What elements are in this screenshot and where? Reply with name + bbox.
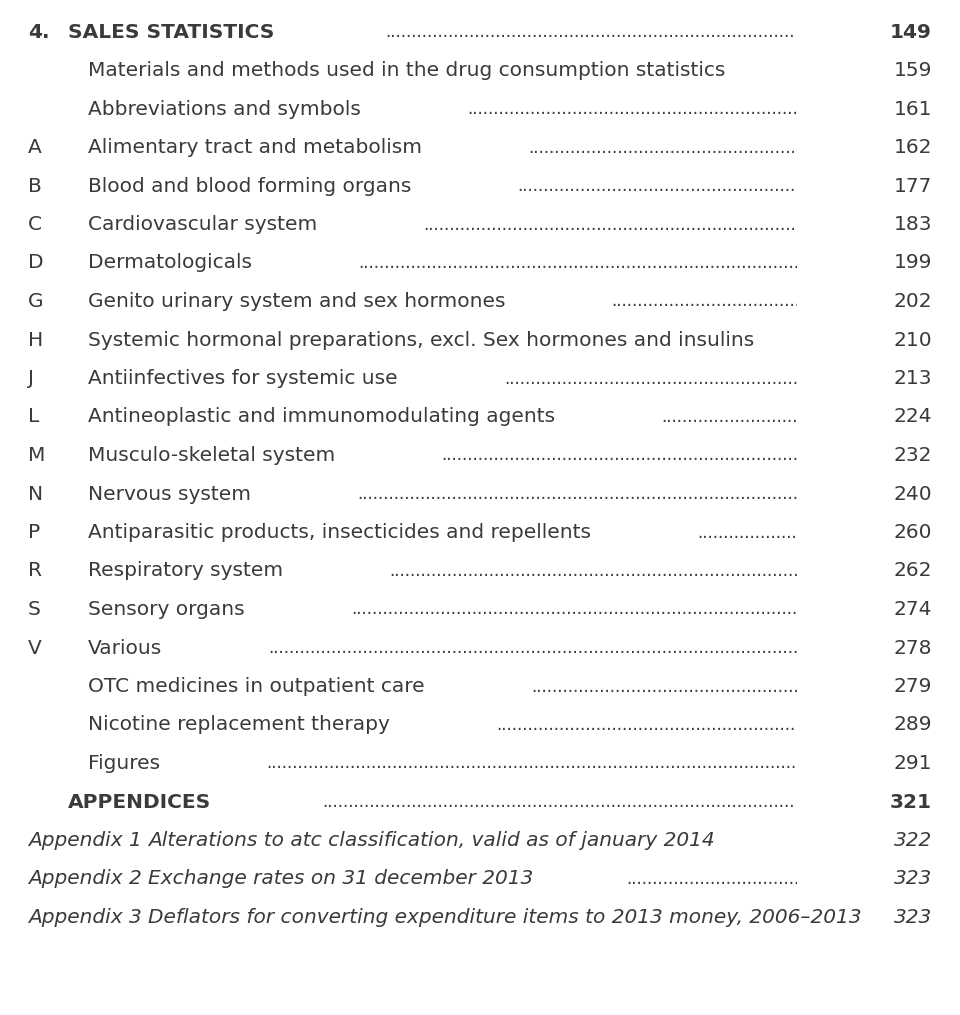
- Text: Materials and methods used in the drug consumption statistics: Materials and methods used in the drug c…: [88, 61, 726, 80]
- Text: ....................................................................: ........................................…: [531, 677, 888, 695]
- Text: .....................................................: ........................................…: [612, 292, 890, 311]
- Text: ......................................................................: ........................................…: [517, 177, 885, 195]
- Text: ................................................................................: ........................................…: [322, 793, 874, 811]
- Text: 323: 323: [894, 870, 932, 888]
- Text: 323: 323: [894, 908, 932, 927]
- Text: Appendix 1: Appendix 1: [28, 831, 142, 850]
- Text: ...............................................................................: ........................................…: [468, 100, 882, 118]
- Text: Systemic hormonal preparations, excl. Sex hormones and insulins: Systemic hormonal preparations, excl. Se…: [88, 331, 755, 349]
- Text: Exchange rates on 31 december 2013: Exchange rates on 31 december 2013: [148, 870, 533, 888]
- Text: 149: 149: [890, 22, 932, 42]
- Text: J: J: [28, 369, 34, 388]
- Text: ............................................: ........................................…: [661, 408, 893, 426]
- Text: 232: 232: [894, 446, 932, 465]
- Text: R: R: [28, 561, 42, 581]
- Text: ................................................................................: ........................................…: [358, 254, 878, 272]
- Text: ................................................................................: ........................................…: [385, 23, 878, 41]
- Text: 159: 159: [894, 61, 932, 80]
- Text: 291: 291: [894, 754, 932, 773]
- Text: Appendix 3: Appendix 3: [28, 908, 142, 927]
- Text: ....................................................................: ........................................…: [528, 138, 885, 156]
- Text: ..........................................................................: ........................................…: [496, 716, 884, 734]
- Text: 240: 240: [894, 484, 932, 503]
- Text: ................................................................................: ........................................…: [350, 601, 876, 618]
- Text: B: B: [28, 177, 41, 196]
- Text: Nicotine replacement therapy: Nicotine replacement therapy: [88, 716, 390, 735]
- Text: ................................................................................: ........................................…: [390, 562, 877, 580]
- Text: OTC medicines in outpatient care: OTC medicines in outpatient care: [88, 677, 424, 696]
- Text: Appendix 2: Appendix 2: [28, 870, 142, 888]
- Text: Abbreviations and symbols: Abbreviations and symbols: [88, 99, 361, 119]
- Text: N: N: [28, 484, 43, 503]
- Text: Alterations to atc classification, valid as of january 2014: Alterations to atc classification, valid…: [148, 831, 714, 850]
- Text: L: L: [28, 407, 39, 426]
- Text: Various: Various: [88, 638, 162, 658]
- Text: 162: 162: [894, 138, 932, 157]
- Text: Cardiovascular system: Cardiovascular system: [88, 215, 317, 234]
- Text: A: A: [28, 138, 41, 157]
- Text: ................................................................................: ........................................…: [266, 754, 876, 772]
- Text: M: M: [28, 446, 45, 465]
- Text: ................................................................................: ........................................…: [442, 447, 882, 465]
- Text: G: G: [28, 292, 43, 311]
- Text: C: C: [28, 215, 42, 234]
- Text: 199: 199: [894, 254, 932, 272]
- Text: Deflators for converting expenditure items to 2013 money, 2006–2013: Deflators for converting expenditure ite…: [148, 908, 861, 927]
- Text: V: V: [28, 638, 41, 658]
- Text: P: P: [28, 523, 40, 542]
- Text: H: H: [28, 331, 43, 349]
- Text: APPENDICES: APPENDICES: [68, 793, 211, 812]
- Text: ................................................................................: ........................................…: [269, 639, 873, 657]
- Text: 274: 274: [894, 600, 932, 619]
- Text: Blood and blood forming organs: Blood and blood forming organs: [88, 177, 412, 196]
- Text: 161: 161: [894, 99, 932, 119]
- Text: Dermatologicals: Dermatologicals: [88, 254, 252, 272]
- Text: Alimentary tract and metabolism: Alimentary tract and metabolism: [88, 138, 422, 157]
- Text: Figures: Figures: [88, 754, 160, 773]
- Text: 4.: 4.: [28, 22, 50, 42]
- Text: 210: 210: [894, 331, 932, 349]
- Text: 289: 289: [894, 716, 932, 735]
- Text: 262: 262: [894, 561, 932, 581]
- Text: Genito urinary system and sex hormones: Genito urinary system and sex hormones: [88, 292, 506, 311]
- Text: 202: 202: [894, 292, 932, 311]
- Text: .....................................: .....................................: [697, 524, 892, 541]
- Text: ................................................................................: ........................................…: [423, 215, 880, 233]
- Text: Antiparasitic products, insecticides and repellents: Antiparasitic products, insecticides and…: [88, 523, 591, 542]
- Text: D: D: [28, 254, 43, 272]
- Text: Antiinfectives for systemic use: Antiinfectives for systemic use: [88, 369, 397, 388]
- Text: 183: 183: [894, 215, 932, 234]
- Text: ................................................................................: ........................................…: [357, 485, 876, 503]
- Text: 278: 278: [894, 638, 932, 658]
- Text: 260: 260: [894, 523, 932, 542]
- Text: 321: 321: [890, 793, 932, 812]
- Text: 177: 177: [894, 177, 932, 196]
- Text: 224: 224: [894, 407, 932, 426]
- Text: Antineoplastic and immunomodulating agents: Antineoplastic and immunomodulating agen…: [88, 407, 555, 426]
- Text: Sensory organs: Sensory organs: [88, 600, 245, 619]
- Text: 322: 322: [894, 831, 932, 850]
- Text: 213: 213: [894, 369, 932, 388]
- Text: ..................................................: ........................................…: [626, 870, 888, 888]
- Text: SALES STATISTICS: SALES STATISTICS: [68, 22, 275, 42]
- Text: Respiratory system: Respiratory system: [88, 561, 283, 581]
- Text: .........................................................................: ........................................…: [504, 369, 887, 388]
- Text: 279: 279: [894, 677, 932, 696]
- Text: Musculo-skeletal system: Musculo-skeletal system: [88, 446, 335, 465]
- Text: Nervous system: Nervous system: [88, 484, 251, 503]
- Text: S: S: [28, 600, 41, 619]
